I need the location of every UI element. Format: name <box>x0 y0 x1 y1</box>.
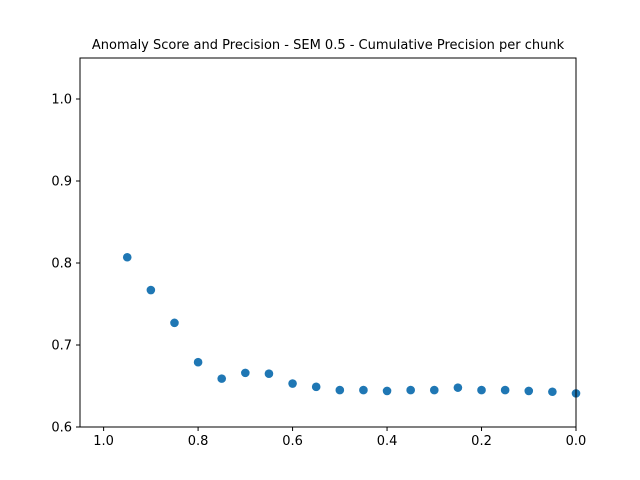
data-point <box>335 385 345 395</box>
data-point <box>453 383 463 392</box>
data-point <box>146 285 156 295</box>
data-point <box>193 357 203 367</box>
y-tick-label: 0.6 <box>51 421 72 436</box>
plot-frame <box>79 57 577 428</box>
data-point <box>170 318 179 328</box>
data-point <box>122 252 132 262</box>
data-point <box>429 385 439 395</box>
data-point <box>311 382 321 392</box>
x-tick-label: 1.0 <box>93 434 114 449</box>
x-tick-label: 0.2 <box>471 434 492 449</box>
y-tick-label: 0.9 <box>51 175 72 190</box>
data-point <box>477 385 486 395</box>
data-point <box>524 386 534 396</box>
data-points <box>122 252 581 398</box>
y-tick-label: 0.8 <box>51 257 72 272</box>
data-point <box>382 386 392 396</box>
y-axis: 0.6 0.7 0.8 0.9 1.0 <box>51 93 80 436</box>
x-tick-label: 0.6 <box>282 434 303 449</box>
data-point <box>217 374 227 383</box>
data-point <box>406 385 415 395</box>
data-point <box>500 385 510 395</box>
data-point <box>241 368 250 378</box>
data-point <box>288 379 297 388</box>
y-tick-label: 1.0 <box>51 93 72 108</box>
x-tick-label: 0.4 <box>377 434 398 449</box>
y-tick-label: 0.7 <box>51 339 72 354</box>
x-tick-label: 0.8 <box>188 434 209 449</box>
chart-title: Anomaly Score and Precision - SEM 0.5 - … <box>92 38 565 53</box>
data-point <box>548 387 557 397</box>
x-tick-label: 0.0 <box>566 434 587 449</box>
data-point <box>264 369 274 379</box>
data-point <box>359 385 368 395</box>
x-axis: 1.0 0.8 0.6 0.4 0.2 0.0 <box>93 427 586 449</box>
